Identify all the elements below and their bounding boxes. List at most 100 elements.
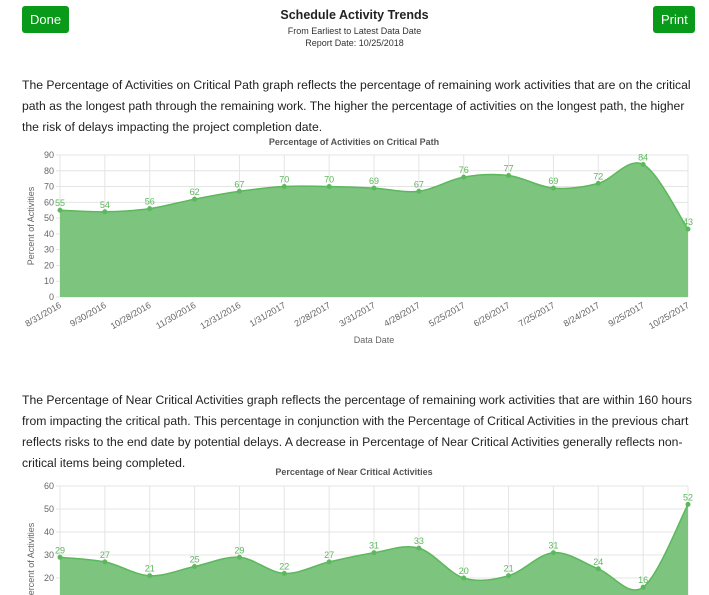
data-point xyxy=(550,185,556,191)
data-point xyxy=(281,184,287,190)
critical-path-chart: Percentage of Activities on Critical Pat… xyxy=(23,137,693,345)
data-point xyxy=(147,206,153,212)
data-point xyxy=(57,554,63,560)
near-critical-chart: Percentage of Near Critical Activities 20… xyxy=(26,467,693,595)
data-label: 24 xyxy=(593,557,603,567)
data-point xyxy=(595,566,601,572)
data-point xyxy=(461,174,467,180)
print-button[interactable]: Print xyxy=(653,6,695,33)
data-point xyxy=(102,209,108,215)
done-button[interactable]: Done xyxy=(22,6,69,33)
data-point xyxy=(416,188,422,194)
data-point xyxy=(102,559,108,565)
data-label: 84 xyxy=(638,152,648,162)
x-tick-label: 6/26/2017 xyxy=(472,300,512,329)
data-point xyxy=(326,559,332,565)
data-label: 33 xyxy=(414,536,424,546)
data-label: 27 xyxy=(324,550,334,560)
data-label: 25 xyxy=(190,555,200,565)
chart-title: Percentage of Near Critical Activities xyxy=(275,467,432,477)
data-point xyxy=(281,570,287,576)
data-point xyxy=(595,180,601,186)
y-axis-label: Percent of Activities xyxy=(26,522,36,595)
data-point xyxy=(371,185,377,191)
y-tick-label: 10 xyxy=(44,276,54,286)
area-fill xyxy=(60,504,688,595)
data-label: 77 xyxy=(504,164,514,174)
data-label: 52 xyxy=(683,492,693,502)
data-label: 27 xyxy=(100,550,110,560)
data-label: 56 xyxy=(145,197,155,207)
y-tick-label: 80 xyxy=(44,166,54,176)
y-tick-label: 30 xyxy=(44,550,54,560)
data-label: 29 xyxy=(55,545,65,555)
data-point xyxy=(147,573,153,579)
y-tick-label: 20 xyxy=(44,573,54,583)
data-label: 31 xyxy=(548,541,558,551)
data-point xyxy=(192,564,198,569)
data-point xyxy=(371,550,377,556)
data-label: 69 xyxy=(369,176,379,186)
near-critical-description: The Percentage of Near Critical Activiti… xyxy=(22,393,692,470)
x-tick-label: 1/31/2017 xyxy=(248,300,288,329)
data-label: 43 xyxy=(683,217,693,227)
y-axis-label: Percent of Activities xyxy=(26,186,36,265)
x-tick-label: 3/31/2017 xyxy=(337,300,377,329)
x-tick-label: 8/31/2016 xyxy=(23,300,63,329)
data-label: 20 xyxy=(459,566,469,576)
x-tick-label: 9/25/2017 xyxy=(606,300,646,329)
y-tick-label: 50 xyxy=(44,213,54,223)
data-point xyxy=(192,196,198,202)
data-point xyxy=(640,584,646,590)
x-tick-label: 11/30/2016 xyxy=(154,300,197,331)
x-tick-label: 8/24/2017 xyxy=(562,300,602,329)
chart-title: Percentage of Activities on Critical Pat… xyxy=(269,137,439,147)
y-tick-label: 30 xyxy=(44,245,54,255)
data-label: 22 xyxy=(279,561,289,571)
data-point xyxy=(640,161,646,167)
page-subtitle: From Earliest to Latest Data Date xyxy=(287,26,422,36)
data-label: 29 xyxy=(234,545,244,555)
data-label: 62 xyxy=(190,187,200,197)
y-tick-label: 50 xyxy=(44,504,54,514)
data-point xyxy=(326,184,332,190)
x-tick-label: 10/28/2016 xyxy=(109,300,153,331)
x-tick-label: 2/28/2017 xyxy=(292,300,332,329)
area-fill xyxy=(60,162,688,297)
data-label: 54 xyxy=(100,200,110,210)
y-tick-label: 60 xyxy=(44,481,54,491)
data-point xyxy=(416,545,422,551)
data-label: 72 xyxy=(593,171,603,181)
data-point xyxy=(236,188,242,194)
y-tick-label: 40 xyxy=(44,229,54,239)
data-label: 16 xyxy=(638,575,648,585)
critical-path-description: The Percentage of Activities on Critical… xyxy=(22,78,691,134)
x-tick-label: 5/25/2017 xyxy=(427,300,467,329)
data-label: 55 xyxy=(55,198,65,208)
y-tick-label: 20 xyxy=(44,260,54,270)
data-point xyxy=(506,173,512,179)
x-tick-label: 7/25/2017 xyxy=(517,300,557,329)
data-label: 21 xyxy=(504,564,514,574)
data-point xyxy=(57,207,63,213)
data-label: 69 xyxy=(548,176,558,186)
y-tick-label: 90 xyxy=(44,150,54,160)
x-tick-label: 9/30/2016 xyxy=(68,300,108,329)
data-point xyxy=(461,575,467,581)
data-point xyxy=(685,501,691,507)
data-label: 31 xyxy=(369,541,379,551)
data-label: 21 xyxy=(145,564,155,574)
data-label: 70 xyxy=(279,175,289,185)
x-tick-label: 4/28/2017 xyxy=(382,300,422,329)
y-tick-label: 40 xyxy=(44,527,54,537)
y-tick-label: 70 xyxy=(44,182,54,192)
x-tick-label: 10/25/2017 xyxy=(647,300,691,331)
data-point xyxy=(685,226,691,232)
data-point xyxy=(550,550,556,556)
data-label: 67 xyxy=(414,179,424,189)
data-point xyxy=(236,554,242,560)
report-date: Report Date: 10/25/2018 xyxy=(305,38,404,48)
page-title: Schedule Activity Trends xyxy=(280,8,429,22)
y-tick-label: 60 xyxy=(44,197,54,207)
x-axis-label: Data Date xyxy=(354,335,395,345)
